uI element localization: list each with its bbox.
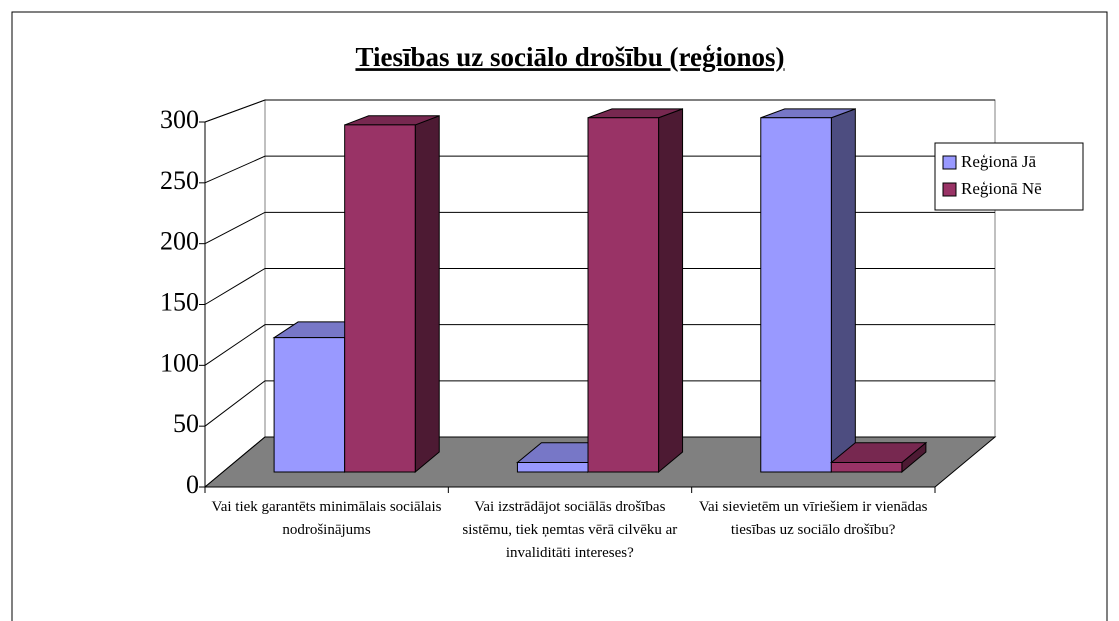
bar xyxy=(760,108,856,474)
bar xyxy=(587,108,684,474)
legend-label: Reģionā Jā xyxy=(961,152,1037,171)
side-wall xyxy=(204,99,266,489)
bar xyxy=(344,115,440,474)
grid-line xyxy=(204,211,995,245)
bar-front xyxy=(516,461,589,473)
bar-front xyxy=(273,337,346,473)
bar-front xyxy=(587,117,660,473)
bar-side xyxy=(414,115,440,474)
grid-line xyxy=(204,380,995,427)
x-tick-label: Vai tiek garantēts minimālais sociālais … xyxy=(211,499,442,538)
legend-swatch xyxy=(942,182,957,197)
legend-label: Reģionā Nē xyxy=(961,179,1042,198)
bar xyxy=(829,441,928,474)
chart-title: Tiesības uz sociālo drošību (reģionos) xyxy=(355,42,784,72)
grid-line xyxy=(204,324,995,366)
bar-front xyxy=(830,461,903,473)
grid-line xyxy=(204,99,995,123)
y-tick-label: 150 xyxy=(160,287,199,316)
legend xyxy=(934,142,1084,211)
y-tick-label: 100 xyxy=(160,348,199,377)
y-tick-label: 300 xyxy=(160,105,199,134)
bar-front xyxy=(760,117,832,473)
y-tick-label: 0 xyxy=(186,470,199,499)
grid-line xyxy=(204,155,995,184)
bar-side xyxy=(658,108,684,474)
bar-side xyxy=(830,108,856,474)
grid-line xyxy=(204,268,995,305)
legend-swatch xyxy=(942,155,957,170)
x-tick-label: Vai izstrādājot sociālās drošības sistēm… xyxy=(462,499,678,561)
y-tick-label: 200 xyxy=(160,227,199,256)
y-tick-label: 50 xyxy=(173,409,199,438)
bar-front xyxy=(344,124,416,473)
x-tick-label: Vai sievietēm un vīriešiem ir vienādas t… xyxy=(698,499,928,538)
y-tick-label: 250 xyxy=(160,166,199,195)
